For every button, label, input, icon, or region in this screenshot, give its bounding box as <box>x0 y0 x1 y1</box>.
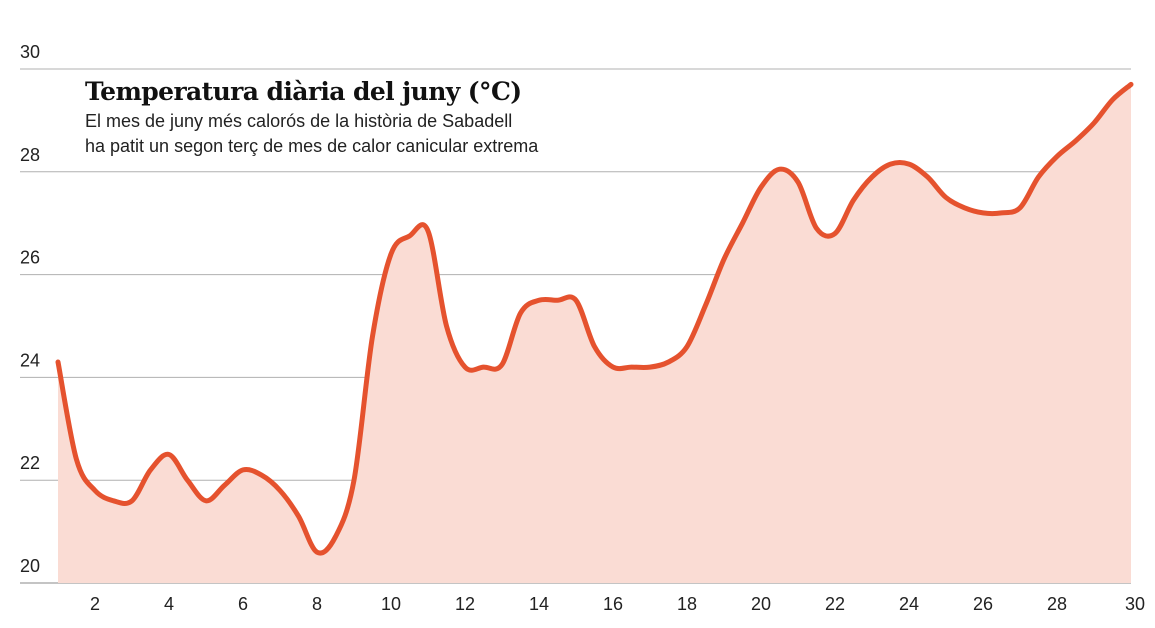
chart-subtitle-line-1: El mes de juny més calorós de la històri… <box>85 111 513 131</box>
x-tick-label: 8 <box>312 594 322 614</box>
y-axis-ticks: 20 22 24 26 28 30 <box>20 42 40 576</box>
y-tick-label: 30 <box>20 42 40 62</box>
x-tick-label: 28 <box>1047 594 1067 614</box>
x-tick-label: 6 <box>238 594 248 614</box>
x-tick-label: 26 <box>973 594 993 614</box>
y-tick-label: 24 <box>20 350 40 370</box>
temperature-area-fill <box>58 84 1131 584</box>
x-tick-label: 12 <box>455 594 475 614</box>
x-axis-ticks: 2 4 6 8 10 12 14 16 18 20 22 24 26 28 30 <box>90 594 1145 614</box>
x-tick-label: 22 <box>825 594 845 614</box>
x-tick-label: 24 <box>899 594 919 614</box>
x-tick-label: 18 <box>677 594 697 614</box>
y-tick-label: 28 <box>20 145 40 165</box>
temperature-series-line <box>55 81 1134 556</box>
y-tick-label: 20 <box>20 556 40 576</box>
y-tick-label: 26 <box>20 248 40 268</box>
x-tick-label: 4 <box>164 594 174 614</box>
x-tick-label: 2 <box>90 594 100 614</box>
chart-title: Temperatura diària del juny (°C) <box>85 77 522 106</box>
chart-subtitle-line-2: ha patit un segon terç de mes de calor c… <box>85 136 539 156</box>
y-tick-label: 22 <box>20 453 40 473</box>
x-tick-label: 30 <box>1125 594 1145 614</box>
chart-title-block: Temperatura diària del juny (°C) El mes … <box>85 76 538 158</box>
x-tick-label: 14 <box>529 594 549 614</box>
x-tick-label: 20 <box>751 594 771 614</box>
x-tick-label: 16 <box>603 594 623 614</box>
x-tick-label: 10 <box>381 594 401 614</box>
